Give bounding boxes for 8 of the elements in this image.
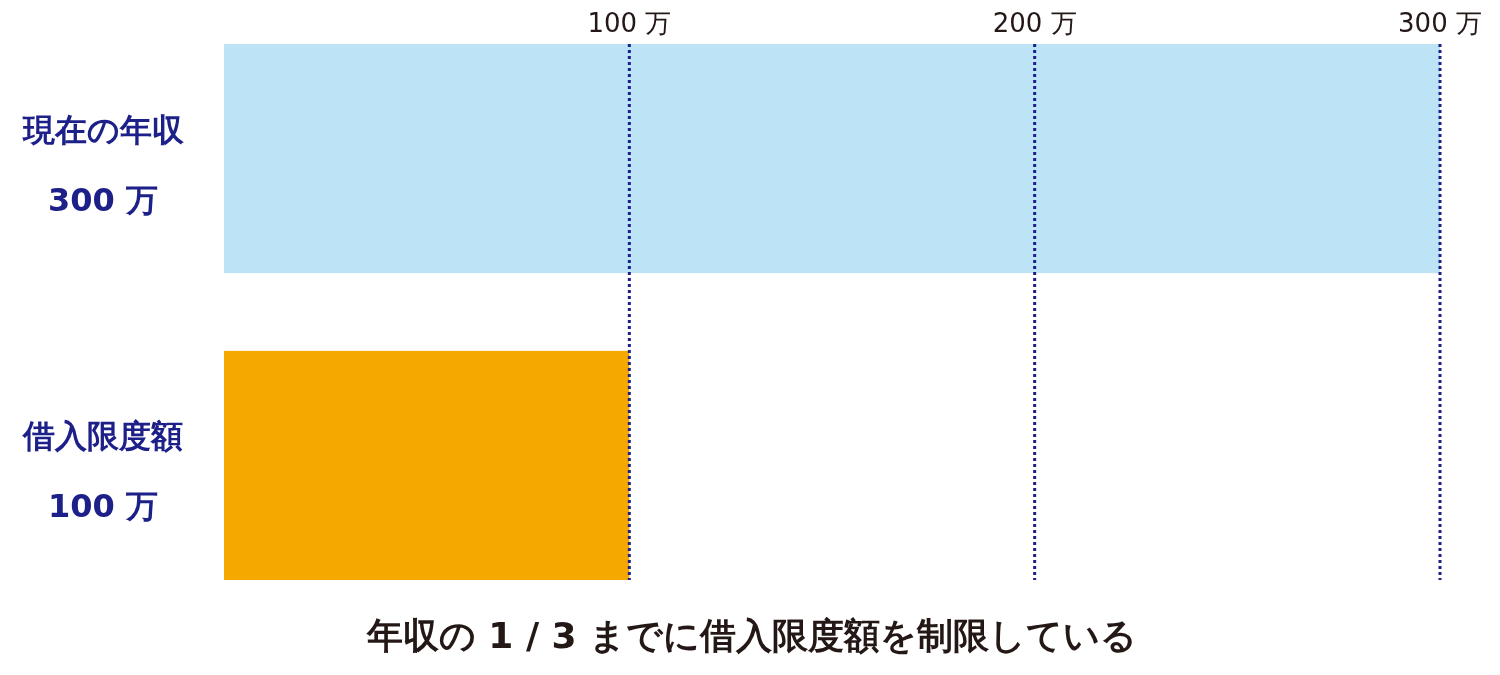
x-tick-label: 200 万 [992,8,1077,38]
data-label: 100 万 [48,487,158,526]
text: 年収の 1 / 3 までに借入限度額を制限している [365,615,1138,656]
y-tick-label: 現在の年収 [21,110,185,149]
x-tick-label: 300 万 [1398,8,1482,38]
data-label: 300 万 [48,180,158,219]
y-tick-label: 借入限度額 [22,417,183,456]
x-tick-label: 100 万 [587,8,672,38]
